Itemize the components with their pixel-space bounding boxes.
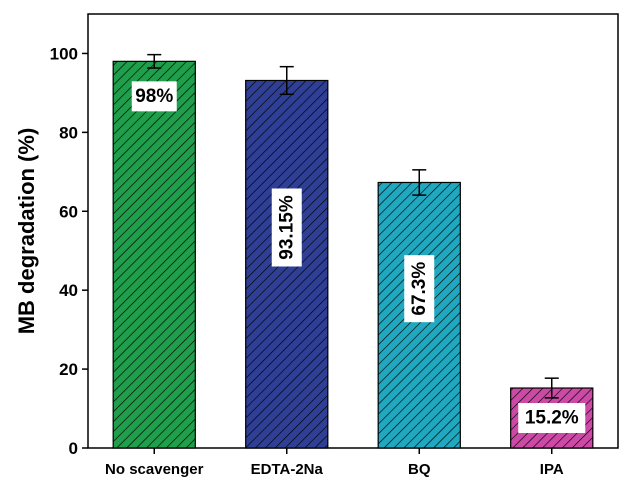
category-label-0: No scavenger (105, 461, 204, 478)
y-axis: 0 20 40 60 80 100 (50, 44, 88, 458)
error-bar-3 (544, 377, 559, 399)
data-label-3: 15.2% (518, 403, 586, 434)
error-bar-1 (279, 65, 294, 96)
y-tick-label-80: 80 (59, 123, 78, 142)
data-label-1: 93.15% (271, 188, 302, 267)
error-bar-2 (412, 169, 427, 196)
plot-frame (87, 13, 619, 449)
y-tick-label-0: 0 (69, 439, 78, 458)
category-label-1: EDTA-2Na (251, 461, 324, 478)
y-tick-label-20: 20 (59, 360, 78, 379)
category-label-2: BQ (408, 461, 431, 478)
x-axis: No scavenger EDTA-2Na BQ IPA (105, 448, 564, 478)
svg-text:15.2%: 15.2% (525, 408, 579, 429)
y-axis-label: MB degradation (%) (14, 128, 39, 335)
data-label-0: 98% (131, 81, 177, 112)
bar-hatch-0 (112, 60, 196, 449)
y-tick-label-100: 100 (50, 44, 78, 63)
svg-text:93.15%: 93.15% (276, 195, 297, 260)
y-tick-label-60: 60 (59, 202, 78, 221)
svg-text:67.3%: 67.3% (409, 262, 430, 316)
svg-text:98%: 98% (135, 86, 173, 107)
category-label-3: IPA (540, 461, 564, 478)
error-bar-0 (147, 53, 162, 69)
bars: 98% 93.15% 67.3% 15.2% (112, 53, 594, 449)
y-tick-label-40: 40 (59, 281, 78, 300)
data-label-2: 67.3% (404, 255, 435, 323)
